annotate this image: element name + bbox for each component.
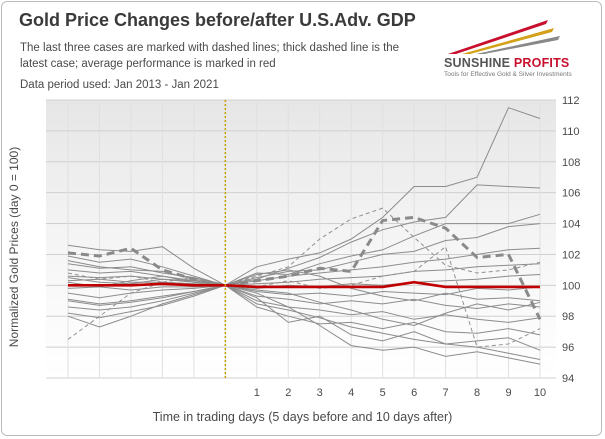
y-axis-label: Normalized Gold Prices (day 0 = 100): [7, 146, 21, 348]
x-tick-label: 1: [254, 387, 260, 399]
x-tick-label: 3: [317, 387, 323, 399]
x-tick-label: 6: [411, 387, 417, 399]
plot-area: [46, 100, 556, 378]
series-line-case: [67, 223, 541, 286]
series-line-case: [67, 107, 541, 286]
series-line-case: [67, 284, 541, 299]
series-line-case: [67, 284, 541, 360]
logo-name-part2: PROFITS: [513, 56, 570, 70]
y-tick-label: 110: [562, 126, 580, 138]
series-line-case: [67, 260, 541, 327]
series-line-case: [67, 284, 541, 323]
series-line-case: [67, 284, 541, 310]
y-tick-label: 104: [562, 219, 580, 231]
y-tick-label: 106: [562, 188, 580, 200]
series-line-latest-case: [67, 215, 542, 320]
x-tick-label: 2: [285, 387, 291, 399]
sunshine-profits-logo-icon: [448, 20, 560, 54]
chart-title: Gold Price Changes before/after U.S.Adv.…: [19, 10, 416, 30]
x-tick-label: 9: [505, 387, 511, 399]
series-line-recent-case: [67, 207, 541, 340]
logo-tagline: Tools for Effective Gold & Silver Invest…: [444, 71, 572, 78]
x-axis-label: Time in trading days (5 days before and …: [152, 410, 453, 424]
series-line-case: [67, 277, 541, 365]
y-tick-label: 98: [562, 311, 574, 323]
y-tick-label: 102: [562, 249, 580, 261]
y-tick-label: 112: [562, 95, 580, 107]
data-period-note: Data period used: Jan 2013 - Jan 2021: [20, 79, 219, 91]
series-line-recent-case: [67, 245, 541, 348]
series-line-case: [67, 263, 541, 286]
y-tick-label: 96: [562, 342, 574, 354]
x-tick-label: 7: [443, 387, 449, 399]
series-line-average: [68, 280, 540, 289]
x-tick-label: 10: [534, 387, 546, 399]
logo-wordmark: SUNSHINE PROFITS: [444, 56, 569, 70]
x-tick-label: 4: [348, 387, 354, 399]
y-tick-label: 100: [562, 280, 580, 292]
y-tick-label: 94: [562, 373, 574, 385]
chart-subtitle: The last three cases are marked with das…: [20, 42, 400, 70]
series-line-case: [67, 213, 541, 286]
x-tick-label: 5: [380, 387, 386, 399]
logo-name-part1: SUNSHINE: [444, 56, 511, 70]
series-line-case: [67, 184, 541, 286]
x-tick-label: 8: [474, 387, 480, 399]
series-line-case: [67, 247, 541, 286]
series-line-case: [67, 284, 541, 336]
y-tick-label: 108: [562, 157, 580, 169]
series-line-case: [67, 284, 541, 351]
